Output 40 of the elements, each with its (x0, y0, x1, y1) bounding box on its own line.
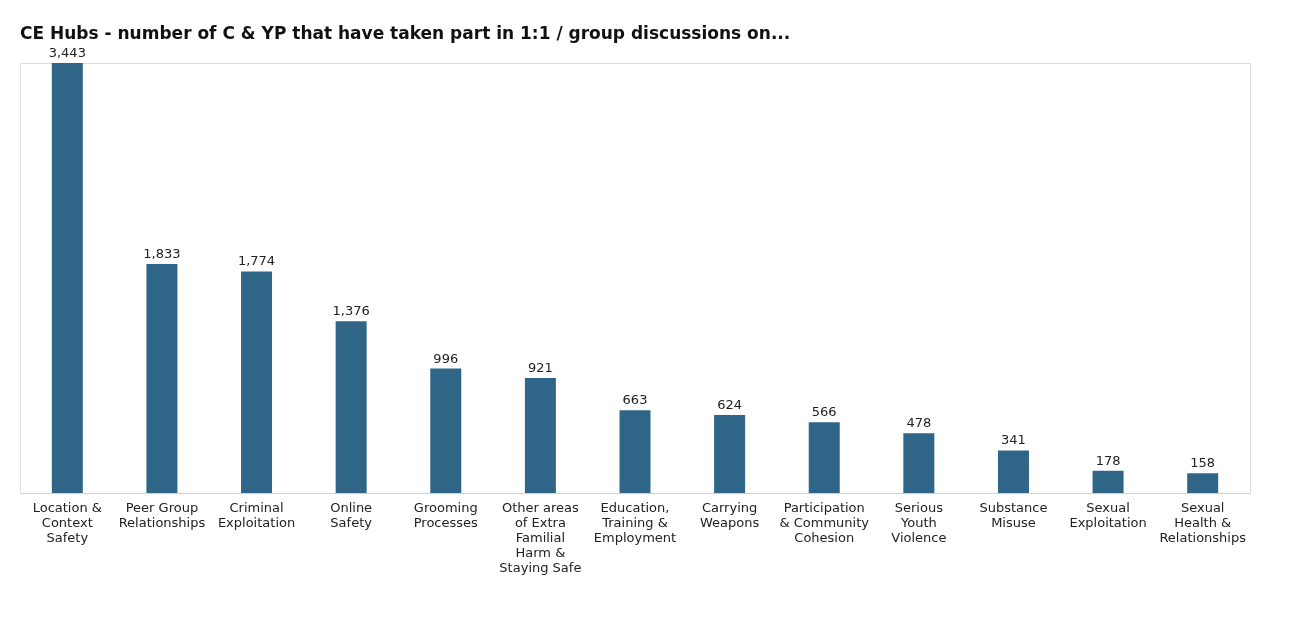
data-label: 921 (527, 359, 553, 375)
bar (997, 450, 1029, 493)
bar (714, 415, 746, 493)
bar (808, 422, 840, 493)
data-label: 341 (1001, 432, 1026, 448)
data-label: 1,376 (332, 303, 370, 319)
x-tick-label: Participation & Community Cohesion (779, 499, 870, 545)
x-tick-label: Substance Misuse (979, 499, 1048, 530)
bar (619, 410, 651, 493)
bar (241, 271, 273, 493)
bar (51, 63, 83, 493)
x-tick-label: Grooming Processes (413, 499, 479, 530)
data-label: 478 (906, 415, 932, 431)
x-tick-label: Education, Training & Employment (593, 499, 677, 545)
x-tick-label: Sexual Health & Relationships (1159, 499, 1247, 545)
data-label: 178 (1095, 452, 1121, 468)
bar (335, 321, 367, 493)
bar (430, 368, 462, 493)
data-label: 3,443 (48, 45, 86, 60)
data-label: 566 (811, 404, 837, 420)
data-label: 158 (1190, 455, 1216, 471)
x-tick-label: Other areas of Extra Familial Harm & Staying Safe (499, 499, 582, 575)
bar (1092, 470, 1124, 493)
data-label: 663 (622, 392, 648, 408)
bar (524, 377, 556, 493)
x-tick-label: Online Safety (330, 499, 373, 530)
data-label: 1,833 (143, 246, 181, 262)
x-tick-label: Sexual Exploitation (1069, 499, 1147, 530)
x-tick-label: Criminal Exploitation (217, 499, 296, 530)
bar (1187, 473, 1219, 493)
x-tick-label: Carrying Weapons (699, 499, 760, 530)
data-label: 1,774 (237, 253, 276, 269)
x-tick-label: Location & Context Safety (32, 499, 102, 545)
bar (146, 264, 178, 493)
data-label: 624 (717, 397, 743, 413)
data-label: 996 (433, 350, 459, 366)
x-tick-label: Peer Group Relationships (118, 499, 206, 530)
x-tick-label: Serious Youth Violence (891, 499, 947, 545)
chart-title: CE Hubs - number of C & YP that have taken part in 1:1 / group discussions on... (20, 23, 791, 43)
bar (903, 433, 935, 493)
